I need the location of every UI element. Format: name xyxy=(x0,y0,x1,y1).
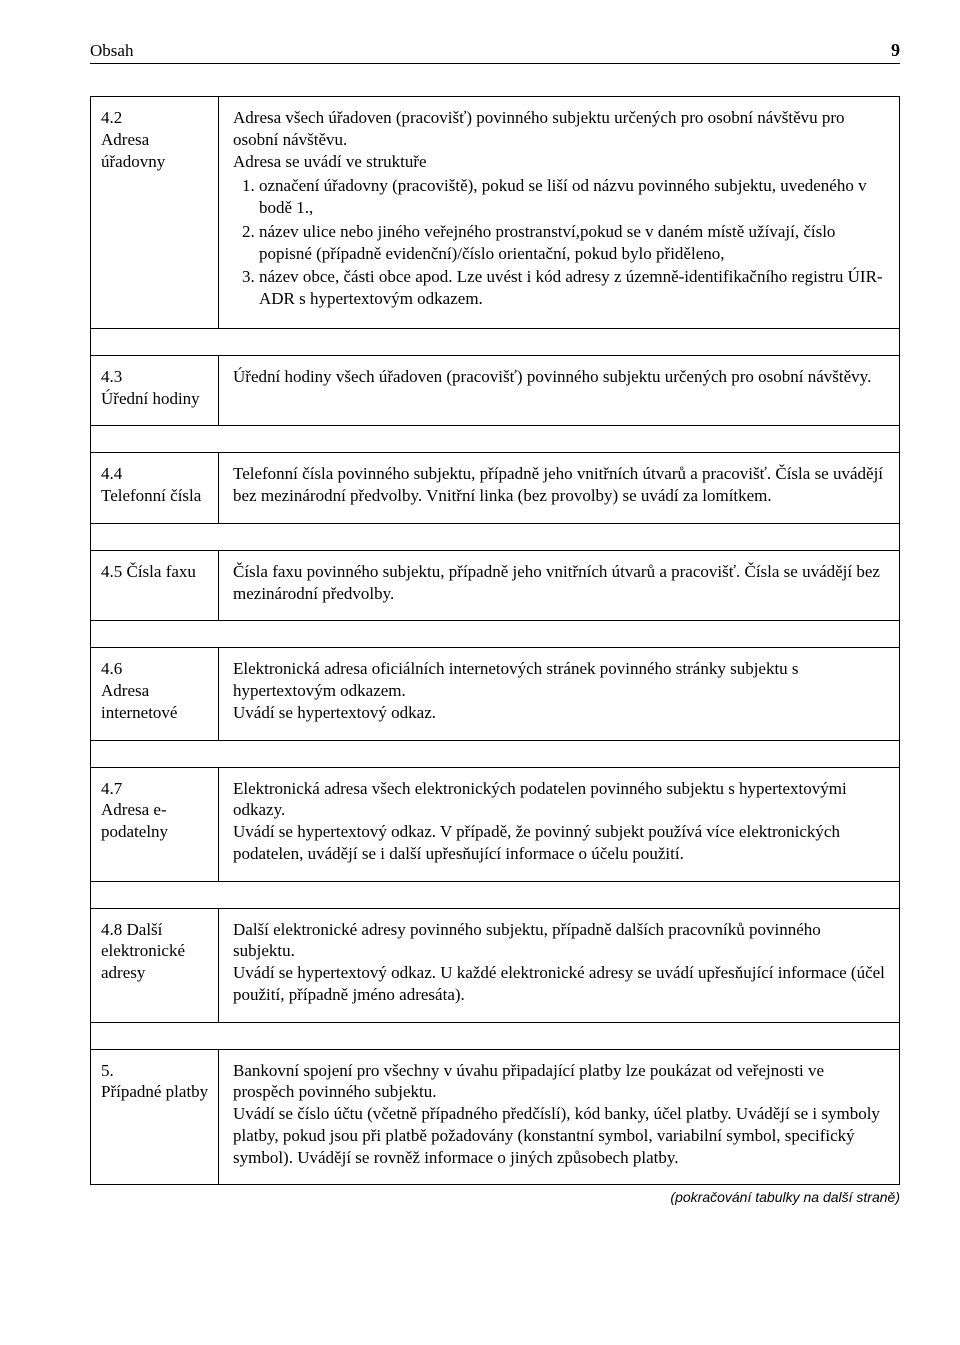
row-label: 5.Případné platby xyxy=(91,1049,219,1185)
row-label: 4.6Adresa internetové xyxy=(91,648,219,740)
row-label: 4.4Telefonní čísla xyxy=(91,453,219,524)
row-body: Adresa všech úřadoven (pracovišť) povinn… xyxy=(219,97,900,329)
table-row: 4.2Adresa úřadovnyAdresa všech úřadoven … xyxy=(91,97,900,329)
row-gap xyxy=(91,523,900,550)
table-row: 4.8 Další elektronické adresyDalší elekt… xyxy=(91,908,900,1022)
list-item: označení úřadovny (pracoviště), pokud se… xyxy=(259,175,885,219)
list-item: název obce, části obce apod. Lze uvést i… xyxy=(259,266,885,310)
row-body: Čísla faxu povinného subjektu, případně … xyxy=(219,550,900,621)
row-label: 4.5 Čísla faxu xyxy=(91,550,219,621)
table-row: 4.7Adresa e-podatelnyElektronická adresa… xyxy=(91,767,900,881)
row-body: Elektronická adresa všech elektronických… xyxy=(219,767,900,881)
row-gap xyxy=(91,740,900,767)
row-label: 4.2Adresa úřadovny xyxy=(91,97,219,329)
row-body: Elektronická adresa oficiálních internet… xyxy=(219,648,900,740)
row-label: 4.7Adresa e-podatelny xyxy=(91,767,219,881)
page-header: Obsah 9 xyxy=(90,40,900,64)
row-label: 4.3Úřední hodiny xyxy=(91,355,219,426)
row-body: Bankovní spojení pro všechny v úvahu při… xyxy=(219,1049,900,1185)
row-gap xyxy=(91,426,900,453)
row-body: Další elektronické adresy povinného subj… xyxy=(219,908,900,1022)
page-section-title: Obsah xyxy=(90,41,133,61)
ordered-list: označení úřadovny (pracoviště), pokud se… xyxy=(233,175,885,310)
continuation-note: (pokračování tabulky na další straně) xyxy=(90,1189,900,1205)
row-body: Telefonní čísla povinného subjektu, příp… xyxy=(219,453,900,524)
row-gap xyxy=(91,1022,900,1049)
list-item: název ulice nebo jiného veřejného prostr… xyxy=(259,221,885,265)
table-row: 4.3Úřední hodinyÚřední hodiny všech úřad… xyxy=(91,355,900,426)
row-body: Úřední hodiny všech úřadoven (pracovišť)… xyxy=(219,355,900,426)
table-row: 5.Případné platbyBankovní spojení pro vš… xyxy=(91,1049,900,1185)
row-gap xyxy=(91,881,900,908)
content-table: 4.2Adresa úřadovnyAdresa všech úřadoven … xyxy=(90,96,900,1185)
table-row: 4.4Telefonní číslaTelefonní čísla povinn… xyxy=(91,453,900,524)
row-label: 4.8 Další elektronické adresy xyxy=(91,908,219,1022)
row-gap xyxy=(91,328,900,355)
row-gap xyxy=(91,621,900,648)
table-row: 4.6Adresa internetovéElektronická adresa… xyxy=(91,648,900,740)
page-number: 9 xyxy=(891,40,900,61)
table-row: 4.5 Čísla faxuČísla faxu povinného subje… xyxy=(91,550,900,621)
